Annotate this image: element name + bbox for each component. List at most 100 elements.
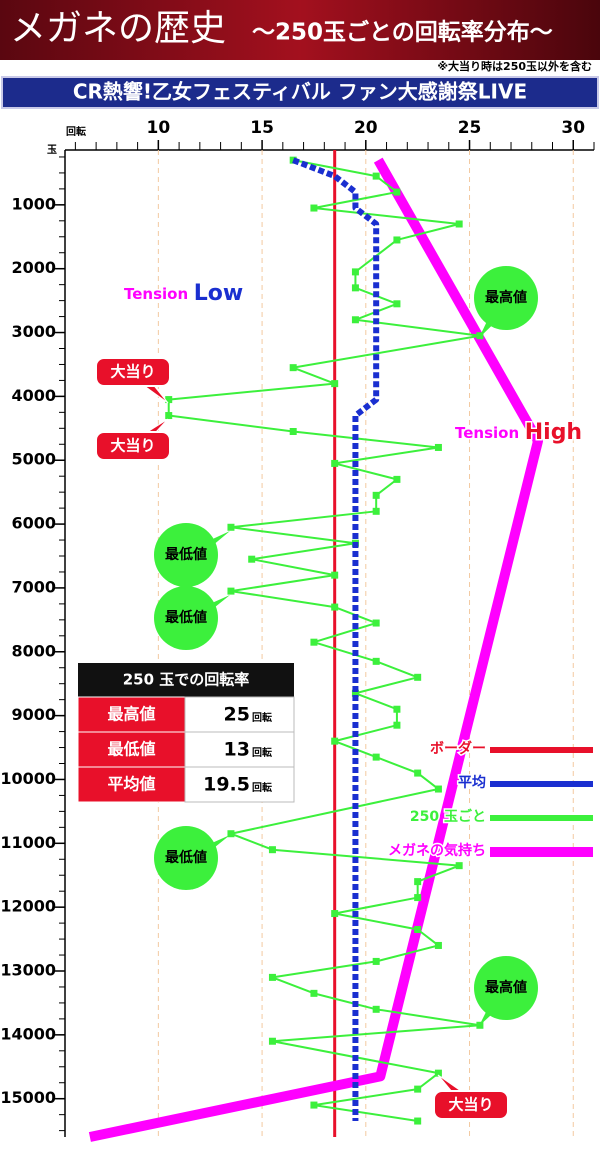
series-line (292, 157, 380, 1122)
point (165, 396, 173, 404)
point (372, 657, 380, 665)
point (455, 220, 463, 228)
point (227, 587, 235, 595)
point (331, 571, 339, 579)
callout (474, 956, 538, 1020)
x-tick-label: 25 (458, 118, 482, 138)
y-tick-label: 5000 (11, 450, 56, 469)
point (414, 1085, 422, 1093)
y-tick-label: 2000 (11, 258, 56, 277)
tension-word: Tension (124, 285, 188, 303)
table-unit: 回転 (252, 711, 272, 724)
y-tick-label: 3000 (11, 322, 56, 341)
point (476, 332, 484, 340)
point (414, 673, 422, 681)
tension-level: High (525, 420, 582, 445)
header-band (0, 0, 600, 60)
callout (433, 1090, 509, 1120)
legend-label: 平均 (458, 774, 486, 791)
callout-text: 大当り (448, 1096, 493, 1114)
legend-label: ボーダー (430, 740, 486, 757)
table-label-cell (77, 696, 186, 733)
x-tick-label: 10 (147, 118, 171, 138)
tension-label: Tension High (455, 420, 582, 445)
note: ※大当り時は250玉以外を含む (437, 59, 592, 73)
subtitle: ～250玉ごとの回転率分布～ (252, 19, 553, 46)
callout (154, 826, 218, 890)
y-tick-label: 14000 (0, 1024, 56, 1043)
point (351, 268, 359, 276)
y-tick-label: 12000 (0, 897, 56, 916)
point (393, 475, 401, 483)
y-tick-label: 9000 (11, 705, 56, 724)
point (434, 1069, 442, 1077)
callout-text: 最低値 (165, 849, 207, 866)
y-tick-label: 4000 (11, 386, 56, 405)
callout (154, 523, 218, 587)
point (248, 555, 256, 563)
y-tick-label: 11000 (0, 833, 56, 852)
point (351, 316, 359, 324)
x-tick-label: 20 (354, 118, 378, 138)
x-tick-label: 30 (561, 118, 585, 138)
table-value-cell (184, 696, 295, 733)
table-header (78, 663, 294, 697)
point (414, 769, 422, 777)
x-axis-label: 回転 (66, 125, 86, 138)
tension-label: Tension Low (124, 281, 243, 306)
table-value: 19.5 (203, 774, 250, 796)
point (331, 910, 339, 918)
point (372, 753, 380, 761)
legend-label: 250 玉ごと (410, 808, 486, 825)
table-value: 13 (224, 739, 250, 761)
point (227, 523, 235, 531)
point (372, 1005, 380, 1013)
point (372, 491, 380, 499)
table-label: 平均値 (107, 775, 155, 794)
point (331, 737, 339, 745)
point (393, 188, 401, 196)
point (372, 957, 380, 965)
title: メガネの歴史 (10, 8, 226, 49)
point (351, 689, 359, 697)
table-value-cell (184, 731, 295, 768)
point (310, 204, 318, 212)
point (455, 862, 463, 870)
callout-text: 最高値 (485, 289, 527, 306)
point (372, 619, 380, 627)
table-label: 最高値 (107, 705, 155, 724)
point (331, 603, 339, 611)
point (434, 785, 442, 793)
callout-text: 最高値 (485, 979, 527, 996)
tension-level: Low (194, 281, 243, 306)
point (393, 705, 401, 713)
callout (474, 266, 538, 330)
point (414, 894, 422, 902)
table-value-cell (184, 766, 295, 803)
callout-text: 大当り (110, 437, 155, 455)
point (476, 1021, 484, 1029)
callout (95, 357, 171, 387)
y-tick-label: 6000 (11, 514, 56, 533)
y-tick-label: 8000 (11, 641, 56, 660)
callout-text: 最低値 (165, 546, 207, 563)
point (310, 989, 318, 997)
point (434, 941, 442, 949)
callout-text: 最低値 (165, 609, 207, 626)
table-label-cell (77, 766, 186, 803)
point (310, 1101, 318, 1109)
banner-text: CR熱響!乙女フェスティバル ファン大感謝祭LIVE (73, 80, 527, 104)
point (393, 236, 401, 244)
point (414, 926, 422, 933)
table-label: 最低値 (107, 740, 155, 759)
point (393, 300, 401, 308)
point (372, 172, 380, 180)
legend-label: メガネの気持ち (388, 842, 486, 859)
banner (1, 76, 599, 109)
point (414, 1117, 422, 1125)
point (289, 428, 297, 435)
point (351, 284, 359, 292)
y-tick-label: 10000 (0, 769, 56, 788)
y-tick-label: 15000 (0, 1088, 56, 1107)
